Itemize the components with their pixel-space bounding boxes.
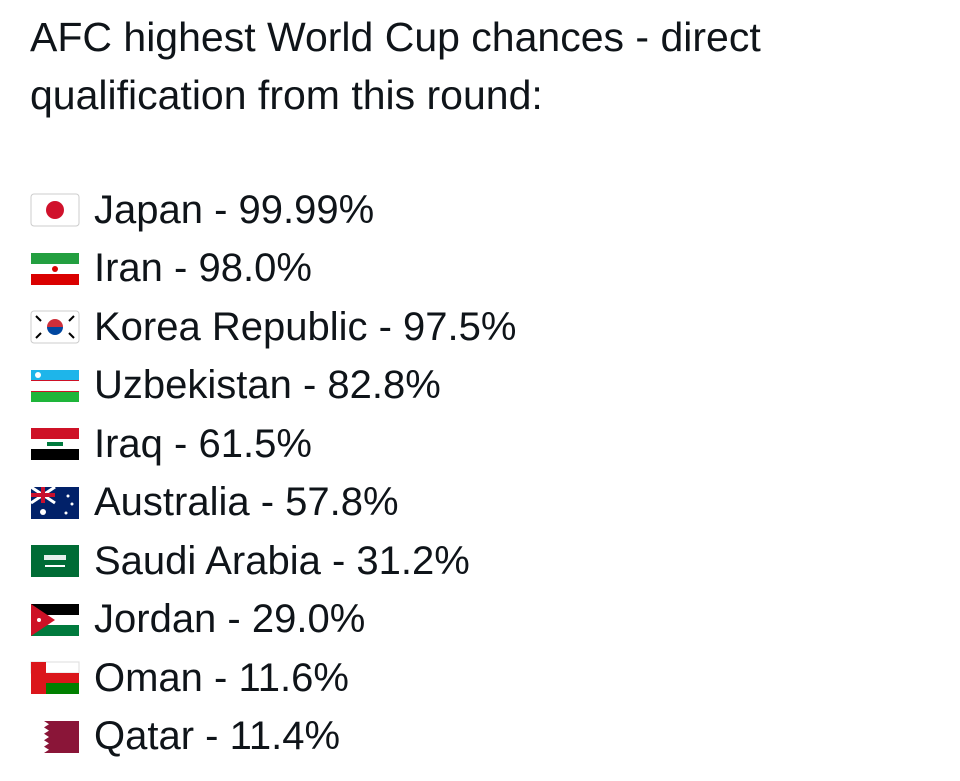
list-item: Qatar - 11.4% bbox=[30, 708, 516, 767]
flag-japan bbox=[30, 193, 80, 227]
flag-uzbekistan bbox=[31, 369, 79, 402]
list-item: Iraq - 61.5% bbox=[30, 415, 516, 474]
list-item-text: Korea Republic - 97.5% bbox=[94, 304, 517, 349]
list-item-text: Australia - 57.8% bbox=[94, 480, 399, 525]
list-item: Saudi Arabia - 31.2% bbox=[30, 532, 516, 591]
flag-oman bbox=[30, 661, 80, 695]
list-item-text: Iran - 98.0% bbox=[94, 246, 312, 291]
list-item: Oman - 11.6% bbox=[30, 649, 516, 708]
country-list: Japan - 99.99% Iran - 98.0% Korea Republ… bbox=[30, 181, 516, 766]
list-item: Japan - 99.99% bbox=[30, 181, 516, 240]
list-item-text: Japan - 99.99% bbox=[94, 187, 375, 232]
flag-australia bbox=[30, 485, 79, 519]
list-item: Australia - 57.8% bbox=[30, 474, 516, 533]
flag-qatar bbox=[31, 720, 79, 753]
list-item: Korea Republic - 97.5% bbox=[30, 298, 516, 357]
list-item: Uzbekistan - 82.8% bbox=[30, 357, 516, 416]
list-item-text: Iraq - 61.5% bbox=[94, 421, 312, 466]
list-item-text: Qatar - 11.4% bbox=[94, 714, 341, 759]
list-item-text: Oman - 11.6% bbox=[94, 655, 349, 700]
flag-saudi-arabia bbox=[31, 545, 79, 578]
list-item: Iran - 98.0% bbox=[30, 240, 516, 299]
flag-jordan bbox=[31, 603, 79, 636]
list-item-text: Uzbekistan - 82.8% bbox=[94, 363, 441, 408]
list-item-text: Jordan - 29.0% bbox=[94, 597, 366, 642]
flag-korea bbox=[30, 310, 80, 344]
flag-iraq bbox=[31, 428, 79, 461]
post-title: AFC highest World Cup chances - direct q… bbox=[30, 14, 761, 118]
flag-iran bbox=[31, 252, 79, 285]
list-item-text: Saudi Arabia - 31.2% bbox=[94, 538, 470, 583]
list-item: Jordan - 29.0% bbox=[30, 591, 516, 650]
